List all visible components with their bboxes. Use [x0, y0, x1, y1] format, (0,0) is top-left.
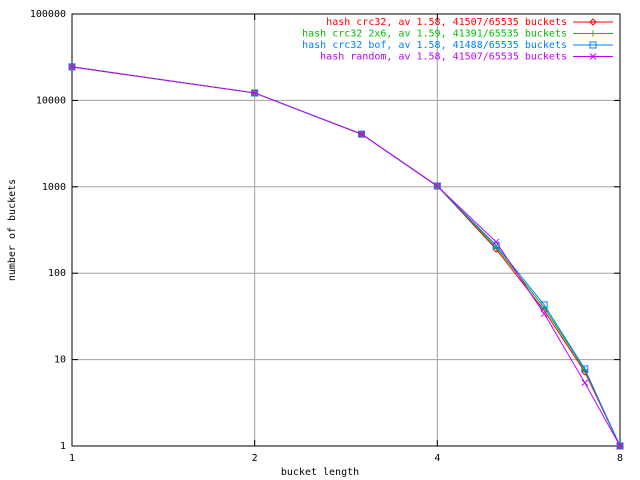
- x-tick-label: 1: [69, 453, 75, 464]
- marker: [251, 89, 259, 97]
- series-line: [71, 66, 621, 447]
- plot-frame: [71, 13, 621, 447]
- legend-label: hash crc32 2x6, av 1.59, 41391/65535 buc…: [302, 29, 567, 40]
- legend-label: hash crc32, av 1.58, 41507/65535 buckets: [326, 17, 567, 28]
- marker: [581, 379, 589, 387]
- legend-marker: [589, 53, 597, 60]
- series-line: [71, 66, 621, 447]
- marker: [581, 365, 589, 373]
- marker: [433, 182, 441, 190]
- legend-marker: [589, 41, 597, 49]
- x-tick-label: 4: [434, 453, 440, 464]
- y-tick-label: 10: [54, 355, 66, 366]
- legend-marker: [589, 18, 597, 26]
- legend-label: hash crc32 bof, av 1.58, 41488/65535 buc…: [302, 40, 567, 51]
- y-tick-label: 100000: [30, 9, 66, 20]
- marker: [358, 130, 365, 138]
- legend-marker: [590, 30, 596, 37]
- y-tick-label: 1: [60, 441, 66, 452]
- marker: [251, 89, 259, 97]
- y-tick-label: 1000: [42, 182, 66, 193]
- marker: [358, 130, 366, 138]
- marker: [540, 310, 548, 318]
- x-tick-label: 8: [617, 453, 623, 464]
- y-axis-label: number of buckets: [7, 179, 18, 281]
- y-tick-label: 100: [48, 268, 66, 279]
- y-tick-label: 10000: [36, 95, 66, 106]
- marker: [492, 238, 500, 246]
- marker: [68, 63, 76, 71]
- series-line: [71, 66, 621, 447]
- series-line: [71, 66, 621, 447]
- x-tick-label: 2: [252, 453, 258, 464]
- x-axis-label: bucket length: [281, 467, 359, 478]
- marker: [581, 368, 589, 376]
- legend-label: hash random, av 1.58, 41507/65535 bucket…: [320, 52, 567, 63]
- marker: [540, 301, 548, 309]
- marker: [616, 442, 624, 450]
